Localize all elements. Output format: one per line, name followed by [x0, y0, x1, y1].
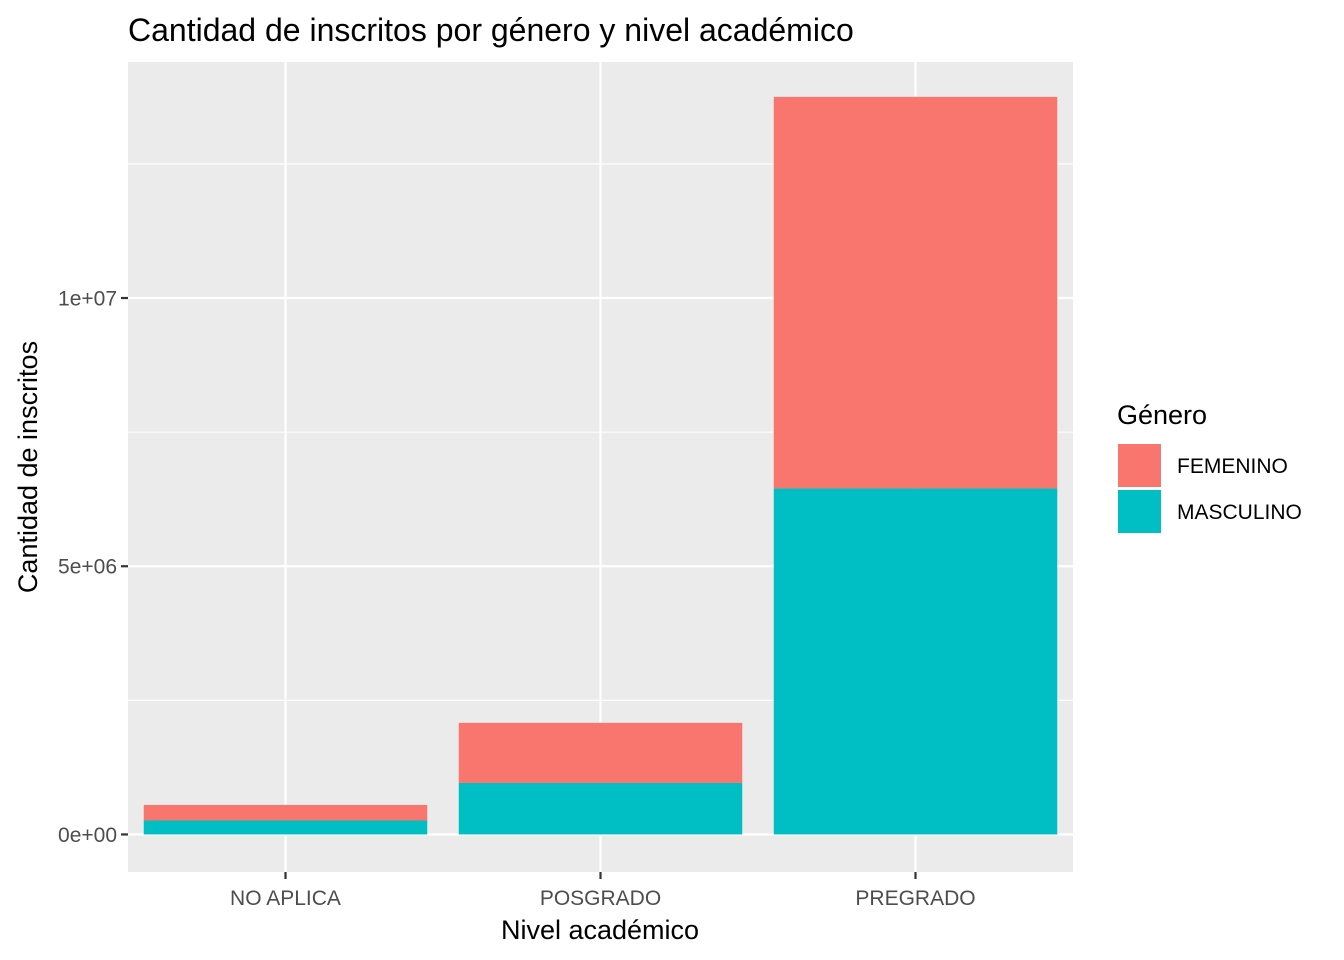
x-tick-label: NO APLICA — [230, 887, 341, 910]
bar-pregrado-femenino — [773, 96, 1058, 489]
x-tick-label: POSGRADO — [540, 887, 661, 910]
x-tick-label: PREGRADO — [855, 887, 975, 910]
legend-label: FEMENINO — [1177, 455, 1288, 478]
y-tick-label: 5e+06 — [58, 556, 117, 579]
legend: Género FEMENINO MASCULINO — [1117, 400, 1302, 533]
x-axis: NO APLICA POSGRADO PREGRADO — [230, 872, 976, 910]
legend-key-femenino — [1118, 444, 1161, 487]
bar-no-aplica-femenino — [143, 804, 428, 821]
bar-no-aplica-masculino — [143, 820, 428, 835]
y-axis-title: Cantidad de inscritos — [13, 341, 43, 593]
bars — [143, 96, 1058, 835]
legend-label: MASCULINO — [1177, 501, 1302, 524]
bar-pregrado-masculino — [773, 488, 1058, 835]
legend-key-masculino — [1118, 490, 1161, 533]
chart-title: Cantidad de inscritos por género y nivel… — [128, 12, 854, 48]
y-tick-label: 1e+07 — [58, 288, 117, 311]
legend-title: Género — [1117, 400, 1207, 430]
y-axis: 0e+00 5e+06 1e+07 — [58, 288, 128, 847]
x-axis-title: Nivel académico — [501, 915, 699, 945]
y-tick-label: 0e+00 — [58, 824, 117, 847]
bar-posgrado-femenino — [458, 722, 743, 783]
bar-posgrado-masculino — [458, 782, 743, 835]
